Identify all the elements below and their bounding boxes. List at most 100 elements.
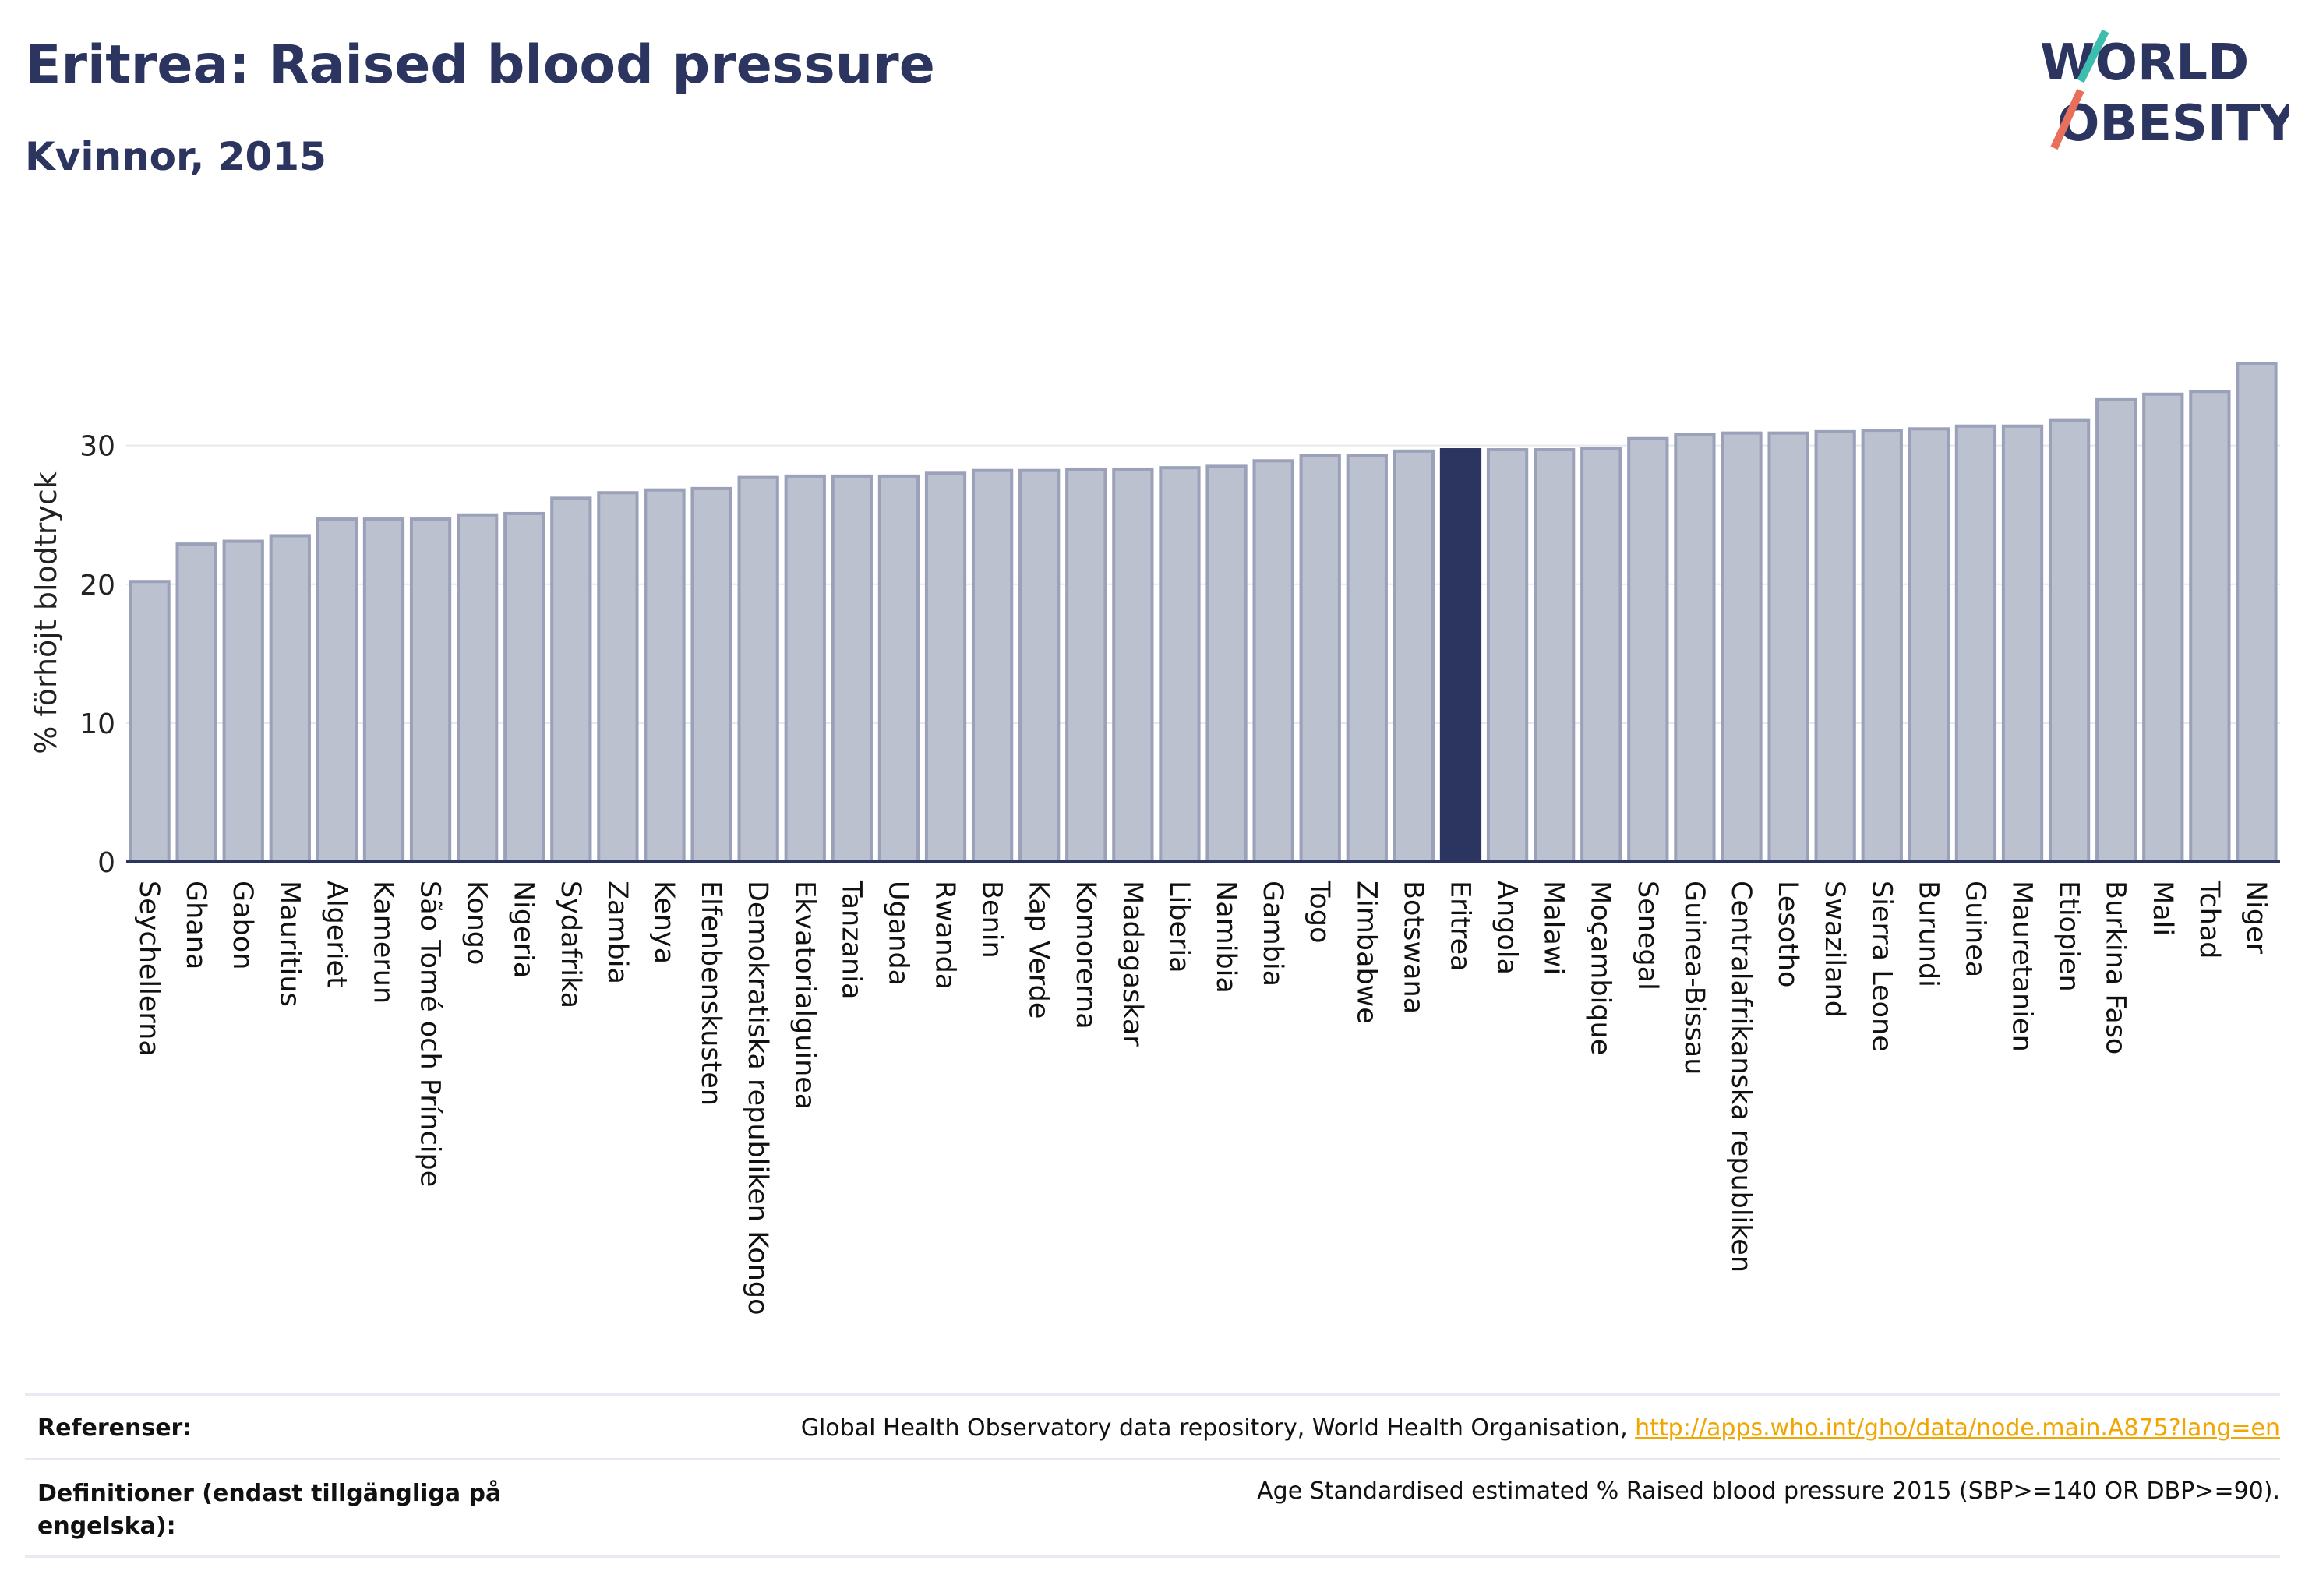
bar (1627, 436, 1669, 863)
definitions-row: Definitioner (endast tillgängliga på eng… (25, 1458, 2280, 1558)
references-text: Global Health Observatory data repositor… (800, 1414, 1636, 1442)
logo-slash-teal (2077, 29, 2109, 83)
bar (1534, 448, 1576, 863)
bar (2142, 392, 2184, 863)
bar (971, 468, 1014, 863)
x-tick-label: Ghana (180, 881, 211, 969)
bar (1814, 429, 1856, 863)
definitions-label-line1: Definitioner (endast tillgängliga på (37, 1480, 502, 1507)
x-tick-label: Zimbabwe (1350, 881, 1382, 1024)
x-tick-label: Demokratiska republiken Kongo (742, 881, 773, 1315)
x-tick-label: Malawi (1538, 881, 1569, 975)
bar (1299, 454, 1341, 863)
bar (1252, 459, 1294, 863)
x-tick-label: Eritrea (1444, 881, 1475, 972)
y-axis-label: % förhöjt blodtryck (29, 471, 63, 754)
bar (457, 513, 499, 863)
x-tick-label: Niger (2240, 881, 2271, 955)
x-tick-label: Kenya (648, 881, 679, 964)
definitions-label-line2: engelska): (37, 1513, 176, 1540)
x-tick-label: Kamerun (367, 881, 398, 1004)
x-tick-label: Zambia (602, 881, 633, 984)
bar-chart: 0 10 20 30 Seychellerna Ghana Gabon Mauritius A… (29, 362, 2280, 1315)
bar (1721, 431, 1763, 863)
x-tick-label: Mali (2147, 881, 2178, 936)
x-tick-label: Komorerna (1070, 881, 1101, 1029)
x-tick-label: Burundi (1912, 881, 1943, 987)
bar-highlight (1439, 448, 1482, 863)
bar (737, 475, 779, 863)
x-tick-label: Guinea-Bissau (1678, 881, 1710, 1075)
bar (222, 539, 264, 863)
x-tick-label: Rwanda (930, 881, 961, 990)
x-tick-label: Moçambique (1585, 881, 1616, 1055)
y-tick-label: 30 (79, 431, 115, 463)
x-tick-label: Lesotho (1772, 881, 1803, 987)
x-tick-label: Seychellerna (133, 881, 164, 1057)
world-obesity-logo: WORLD OBESITY (2040, 29, 2289, 153)
x-tick-label: Ekvatorialguinea (789, 881, 820, 1110)
bar (1346, 454, 1388, 863)
bar (1861, 429, 1903, 863)
bar (784, 474, 826, 863)
x-tick-label: Uganda (882, 881, 913, 986)
x-tick-label: Namibia (1210, 881, 1241, 994)
x-tick-label: Angola (1491, 881, 1523, 975)
bar (1065, 467, 1107, 863)
x-tick-label: Nigeria (508, 881, 539, 978)
references-table: Referenser: Global Health Observatory da… (25, 1393, 2280, 1558)
x-tick-label: Kap Verde (1023, 881, 1054, 1019)
x-tick-labels: Seychellerna Ghana Gabon Mauritius Algeriet K… (133, 880, 2271, 1315)
logo-line2: OBESITY (2057, 95, 2289, 153)
bar (503, 511, 545, 863)
bar (2001, 424, 2044, 863)
x-tick-label: Togo (1304, 880, 1335, 943)
y-tick-label: 0 (97, 847, 115, 879)
bar (1018, 468, 1061, 863)
references-label: Referenser: (37, 1414, 192, 1442)
x-tick-label: Benin (976, 881, 1008, 959)
bar (924, 471, 967, 863)
x-tick-label: Tchad (2194, 880, 2225, 959)
chart-subtitle: Kvinnor, 2015 (25, 134, 327, 179)
x-tick-label: Guinea (1959, 881, 1990, 977)
references-link[interactable]: http://apps.who.int/gho/data/node.main.A… (1635, 1414, 2280, 1442)
bar (2048, 418, 2091, 863)
bar (1674, 433, 1716, 864)
x-tick-label: São Tomé och Príncipe (415, 881, 446, 1187)
x-tick-label: Madagaskar (1117, 881, 1148, 1047)
bar (1486, 448, 1529, 863)
x-tick-label: Mauritius (274, 881, 305, 1007)
bar (1393, 449, 1435, 863)
logo-slash-coral (2050, 88, 2084, 150)
x-tick-label: Mauretanien (2007, 881, 2038, 1052)
y-tick-label: 20 (79, 570, 115, 602)
bar (409, 517, 452, 863)
bar (831, 474, 873, 863)
bar (1112, 467, 1154, 863)
bar (550, 496, 592, 863)
x-tick-label: Sydafrika (555, 881, 586, 1008)
bar (129, 580, 171, 863)
x-tick-label: Senegal (1632, 881, 1663, 990)
bar (1580, 447, 1622, 863)
x-tick-label: Tanzania (835, 880, 867, 999)
bar (316, 517, 358, 863)
bar (175, 542, 217, 863)
bar (269, 534, 311, 863)
references-row: Referenser: Global Health Observatory da… (25, 1393, 2280, 1458)
x-tick-label: Swaziland (1819, 881, 1850, 1018)
bar (2095, 397, 2137, 863)
bar (362, 517, 405, 863)
y-tick-label: 10 (79, 708, 115, 740)
bar (877, 474, 920, 863)
definitions-value: Age Standardised estimated % Raised bloo… (1257, 1478, 2280, 1505)
bar (597, 491, 639, 863)
references-value: Global Health Observatory data repositor… (801, 1414, 2280, 1442)
x-tick-label: Kongo (461, 881, 492, 965)
bar (1908, 427, 1950, 864)
logo-line1: WORLD (2040, 34, 2249, 92)
x-tick-label: Gabon (227, 881, 258, 969)
x-tick-label: Elfenbenskusten (695, 881, 726, 1106)
definitions-label: Definitioner (endast tillgängliga på eng… (37, 1478, 501, 1543)
